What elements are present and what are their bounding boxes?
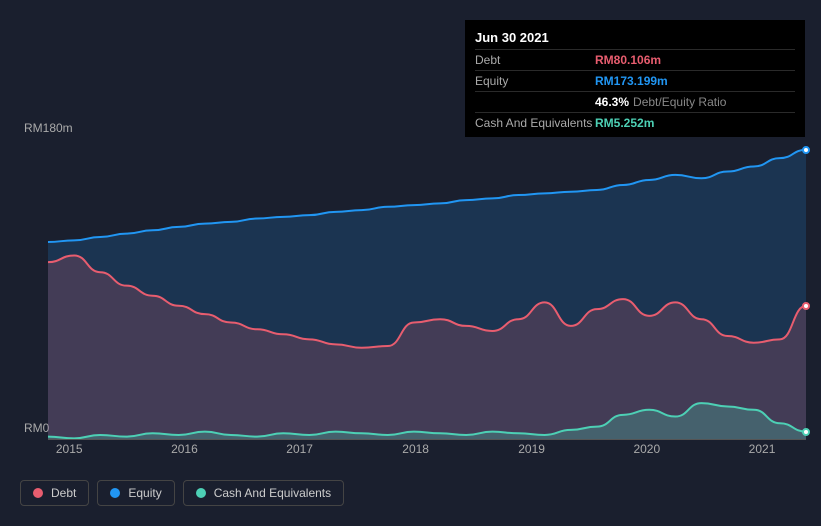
tooltip-row-value: RM5.252m: [595, 116, 654, 130]
chart-legend: Debt Equity Cash And Equivalents: [20, 480, 344, 506]
tooltip-row: 46.3% Debt/Equity Ratio: [475, 91, 795, 112]
y-axis-label-min: RM0: [24, 421, 49, 435]
tooltip-row-label: [475, 95, 595, 109]
tooltip-row-value: RM173.199m: [595, 74, 668, 88]
tooltip-row-label: Cash And Equivalents: [475, 116, 595, 130]
legend-item[interactable]: Debt: [20, 480, 89, 506]
legend-item[interactable]: Equity: [97, 480, 174, 506]
tooltip-row-value: RM80.106m: [595, 53, 661, 67]
chart-plot-area[interactable]: [48, 138, 806, 440]
x-axis-label: 2017: [286, 442, 313, 456]
series-end-marker: [802, 428, 810, 436]
chart-baseline: [48, 439, 806, 440]
x-axis-label: 2020: [633, 442, 660, 456]
tooltip-row: EquityRM173.199m: [475, 70, 795, 91]
x-axis-label: 2018: [402, 442, 429, 456]
x-axis: 2015 2016 2017 2018 2019 2020 2021: [48, 442, 806, 462]
x-axis-label: 2021: [749, 442, 776, 456]
tooltip-row-extra: Debt/Equity Ratio: [633, 95, 726, 109]
chart-tooltip: Jun 30 2021 DebtRM80.106mEquityRM173.199…: [465, 20, 805, 137]
chart-svg: [48, 138, 806, 440]
series-end-marker: [802, 146, 810, 154]
x-axis-label: 2019: [518, 442, 545, 456]
x-axis-label: 2015: [56, 442, 83, 456]
tooltip-row: Cash And EquivalentsRM5.252m: [475, 112, 795, 133]
legend-item[interactable]: Cash And Equivalents: [183, 480, 344, 506]
legend-dot-icon: [33, 488, 43, 498]
legend-label: Cash And Equivalents: [214, 486, 331, 500]
tooltip-row-label: Debt: [475, 53, 595, 67]
tooltip-row-label: Equity: [475, 74, 595, 88]
legend-label: Debt: [51, 486, 76, 500]
tooltip-date: Jun 30 2021: [475, 26, 795, 49]
x-axis-label: 2016: [171, 442, 198, 456]
y-axis-label-max: RM180m: [24, 121, 73, 135]
legend-dot-icon: [196, 488, 206, 498]
tooltip-row-value: 46.3%: [595, 95, 629, 109]
series-end-marker: [802, 302, 810, 310]
legend-label: Equity: [128, 486, 161, 500]
tooltip-row: DebtRM80.106m: [475, 49, 795, 70]
legend-dot-icon: [110, 488, 120, 498]
